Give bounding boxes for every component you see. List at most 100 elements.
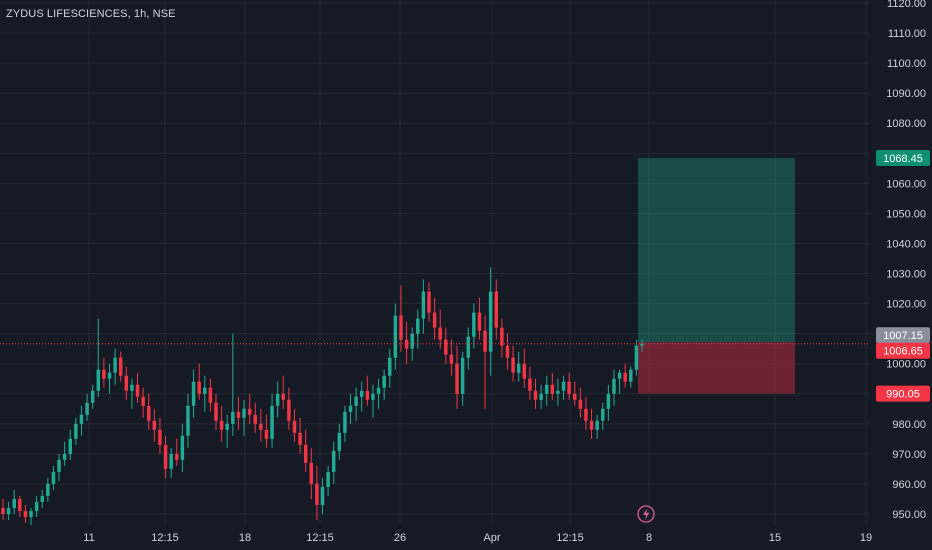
candle[interactable] [180, 423, 185, 472]
candle[interactable] [320, 477, 325, 514]
candle[interactable] [298, 417, 302, 454]
candle[interactable] [606, 384, 611, 421]
candle[interactable] [191, 369, 196, 418]
candle[interactable] [118, 351, 123, 382]
candle[interactable] [466, 327, 470, 370]
candle[interactable] [203, 375, 207, 412]
candle[interactable] [124, 366, 129, 400]
candle[interactable] [376, 378, 381, 409]
candle[interactable] [410, 327, 414, 361]
candle[interactable] [561, 375, 566, 400]
candle[interactable] [315, 465, 319, 521]
candle[interactable] [359, 381, 364, 412]
candle[interactable] [601, 402, 605, 430]
candle[interactable] [612, 369, 616, 406]
candle[interactable] [505, 333, 510, 370]
candle[interactable] [141, 387, 145, 418]
candle[interactable] [522, 348, 527, 388]
loss-zone[interactable] [638, 342, 795, 394]
candle[interactable] [500, 318, 504, 358]
candle[interactable] [57, 453, 61, 481]
long-position-tool[interactable] [638, 157, 795, 394]
candle[interactable] [444, 327, 448, 364]
time-axis[interactable]: 11 12:15 18 12:15 26 Apr 12:15 8 15 19 [0, 525, 932, 550]
candle[interactable] [85, 393, 89, 421]
candle[interactable] [225, 414, 229, 448]
candle[interactable] [130, 378, 134, 409]
profit-zone[interactable] [638, 157, 795, 343]
candle[interactable] [152, 408, 157, 442]
candle[interactable] [533, 378, 538, 409]
candle[interactable] [326, 465, 330, 496]
candle[interactable] [219, 405, 224, 442]
candle[interactable] [270, 393, 274, 448]
candle[interactable] [259, 408, 263, 442]
candle[interactable] [365, 375, 370, 406]
candle[interactable] [488, 267, 493, 376]
candle[interactable] [539, 384, 543, 409]
candle[interactable] [494, 279, 499, 340]
candle[interactable] [287, 387, 291, 430]
candle[interactable] [34, 495, 39, 518]
candle[interactable] [12, 489, 16, 514]
candle[interactable] [247, 393, 252, 424]
candle[interactable] [242, 399, 246, 436]
candle[interactable] [208, 378, 213, 412]
candle[interactable] [331, 441, 336, 484]
candle[interactable] [146, 393, 151, 430]
candle[interactable] [29, 507, 33, 527]
candle[interactable] [421, 279, 426, 334]
candle[interactable] [477, 297, 482, 340]
candle[interactable] [595, 414, 599, 439]
candle[interactable] [393, 303, 398, 370]
candle[interactable] [399, 285, 403, 352]
candle[interactable] [23, 504, 28, 524]
candle[interactable] [629, 366, 633, 388]
candle[interactable] [578, 387, 583, 418]
candle[interactable] [483, 315, 487, 409]
candle[interactable] [623, 363, 627, 388]
candle[interactable] [281, 375, 286, 409]
candle[interactable] [516, 351, 521, 382]
lightning-icon[interactable] [637, 505, 655, 523]
candle[interactable] [348, 393, 353, 424]
candle[interactable] [572, 381, 577, 406]
candle[interactable] [96, 318, 101, 397]
price-axis[interactable]: 1120.001110.001100.001090.001080.001070.… [870, 0, 932, 550]
candle[interactable] [640, 339, 644, 352]
candle[interactable] [550, 372, 555, 400]
candle[interactable] [449, 339, 454, 376]
candle[interactable] [6, 501, 11, 521]
candle[interactable] [62, 441, 67, 466]
candle[interactable] [371, 384, 375, 418]
candle[interactable] [102, 357, 106, 388]
candle[interactable] [584, 396, 588, 430]
candle[interactable] [18, 495, 22, 518]
candle[interactable] [264, 414, 269, 448]
candle[interactable] [472, 303, 476, 349]
candle[interactable] [416, 309, 420, 349]
candle[interactable] [544, 375, 549, 406]
candle[interactable] [169, 447, 173, 478]
candle[interactable] [382, 369, 386, 400]
candle[interactable] [427, 282, 431, 322]
candle[interactable] [253, 402, 257, 433]
candle[interactable] [438, 309, 442, 349]
candle[interactable] [432, 297, 437, 340]
candle[interactable] [404, 321, 409, 364]
candle[interactable] [354, 387, 358, 421]
candle[interactable] [51, 465, 56, 490]
candle[interactable] [186, 393, 190, 448]
candlestick-series[interactable] [1, 267, 644, 527]
candle[interactable] [46, 477, 50, 502]
candle[interactable] [113, 348, 117, 385]
candle[interactable] [158, 417, 162, 454]
candle[interactable] [556, 378, 560, 406]
candle[interactable] [90, 384, 95, 409]
candle[interactable] [40, 489, 44, 508]
candle[interactable] [231, 333, 235, 436]
candle[interactable] [309, 447, 314, 499]
candle[interactable] [68, 429, 73, 460]
candle[interactable] [292, 408, 297, 442]
